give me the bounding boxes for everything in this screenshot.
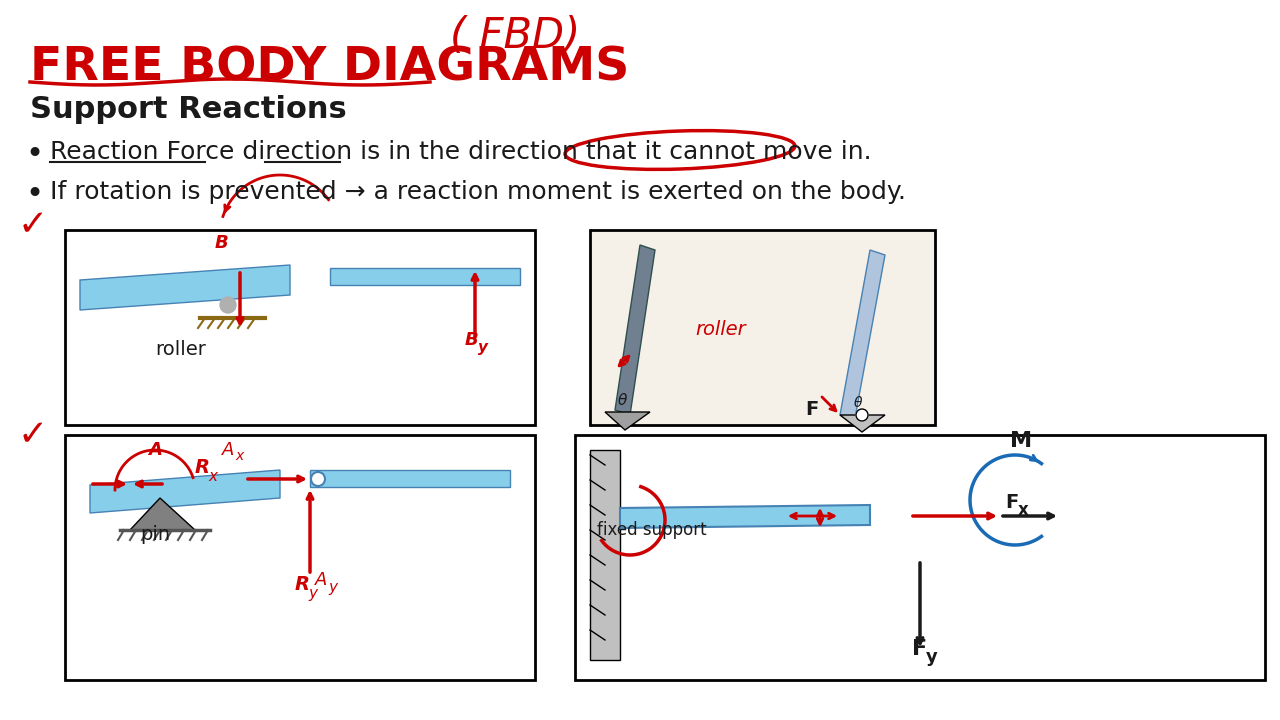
Text: A: A bbox=[148, 441, 161, 459]
Polygon shape bbox=[840, 250, 884, 418]
Text: A: A bbox=[221, 441, 234, 459]
Text: R: R bbox=[195, 458, 210, 477]
Text: If rotation is prevented → a reaction moment is exerted on the body.: If rotation is prevented → a reaction mo… bbox=[50, 180, 906, 204]
Polygon shape bbox=[605, 412, 650, 430]
Text: Support Reactions: Support Reactions bbox=[29, 95, 347, 124]
Text: A: A bbox=[315, 571, 328, 589]
Text: y: y bbox=[308, 586, 317, 601]
FancyBboxPatch shape bbox=[65, 435, 535, 680]
Text: ✓: ✓ bbox=[18, 208, 49, 242]
Polygon shape bbox=[840, 415, 884, 432]
Text: y: y bbox=[925, 648, 938, 666]
Polygon shape bbox=[620, 505, 870, 528]
FancyBboxPatch shape bbox=[575, 435, 1265, 680]
Text: ( FBD): ( FBD) bbox=[451, 15, 580, 57]
Text: FREE BODY DIAGRAMS: FREE BODY DIAGRAMS bbox=[29, 45, 630, 90]
Polygon shape bbox=[310, 470, 509, 487]
Text: •: • bbox=[26, 180, 44, 209]
Text: x: x bbox=[209, 469, 218, 484]
Text: θ: θ bbox=[618, 393, 627, 408]
Text: F: F bbox=[1005, 493, 1019, 512]
Polygon shape bbox=[614, 245, 655, 415]
Circle shape bbox=[856, 409, 868, 421]
Circle shape bbox=[220, 297, 236, 313]
Text: roller: roller bbox=[155, 340, 206, 359]
Circle shape bbox=[311, 472, 325, 486]
Text: •: • bbox=[26, 140, 44, 169]
Polygon shape bbox=[590, 450, 620, 660]
FancyBboxPatch shape bbox=[65, 230, 535, 425]
Polygon shape bbox=[330, 268, 520, 285]
Polygon shape bbox=[90, 470, 280, 513]
Text: fixed support: fixed support bbox=[596, 521, 707, 539]
Text: B: B bbox=[465, 331, 479, 349]
Text: y: y bbox=[477, 340, 488, 355]
Polygon shape bbox=[131, 498, 195, 530]
Text: θ: θ bbox=[854, 396, 863, 410]
Text: F: F bbox=[805, 400, 818, 419]
Polygon shape bbox=[81, 265, 291, 310]
Text: R: R bbox=[294, 575, 310, 594]
Text: B: B bbox=[215, 234, 229, 252]
Text: M: M bbox=[1010, 431, 1032, 451]
Text: x: x bbox=[1018, 501, 1029, 519]
Text: F: F bbox=[911, 639, 927, 659]
Text: Reaction Force direction is in the direction that it cannot move in.: Reaction Force direction is in the direc… bbox=[50, 140, 872, 164]
Text: x: x bbox=[236, 449, 243, 463]
Text: roller: roller bbox=[695, 320, 746, 339]
Text: y: y bbox=[328, 580, 337, 595]
Text: ✓: ✓ bbox=[18, 418, 49, 452]
FancyBboxPatch shape bbox=[590, 230, 934, 425]
Text: pin: pin bbox=[140, 525, 170, 544]
